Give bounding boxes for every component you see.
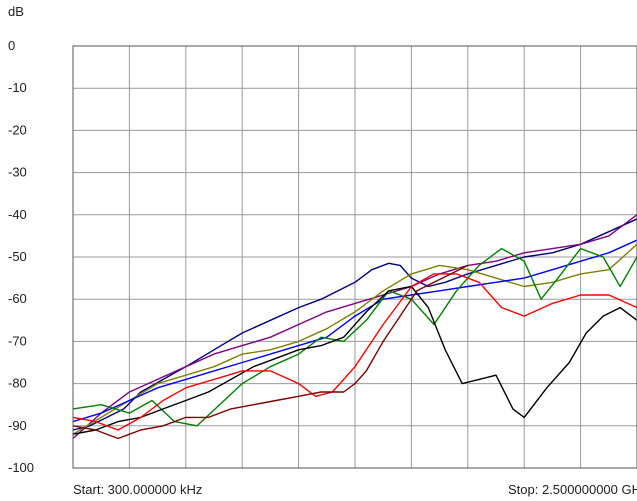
- y-tick-label: -40: [8, 207, 27, 222]
- y-tick-label: -80: [8, 376, 27, 391]
- stop-frequency-label: Stop: 2.500000000 GHz: [508, 482, 637, 497]
- trace-line-8: [72, 264, 469, 440]
- y-tick-label: -70: [8, 333, 27, 348]
- y-axis-tick-labels: 0 -10 -20 -30 -40 -50 -60 -70 -80 -90 -100: [8, 38, 34, 475]
- plot-frame: [72, 45, 637, 469]
- y-tick-label: -50: [8, 249, 27, 264]
- trace-line-6: [72, 285, 637, 435]
- y-tick-label: -20: [8, 122, 27, 137]
- y-tick-label: -30: [8, 165, 27, 180]
- trace-line-4: [72, 239, 637, 423]
- y-tick-label: -90: [8, 418, 27, 433]
- start-frequency-label: Start: 300.000000 kHz: [73, 482, 202, 497]
- trace-line-5: [72, 247, 637, 427]
- y-tick-label: -60: [8, 291, 27, 306]
- y-tick-label: -10: [8, 80, 27, 95]
- trace-lines: [72, 214, 637, 440]
- trace-line-2: [72, 214, 637, 440]
- trace-line-3: [72, 243, 637, 435]
- y-tick-label: -100: [8, 460, 34, 475]
- trace-line-1: [72, 218, 637, 431]
- trace-line-7: [72, 273, 637, 431]
- y-tick-label: 0: [8, 38, 15, 53]
- y-axis-unit-label: dB: [8, 4, 24, 19]
